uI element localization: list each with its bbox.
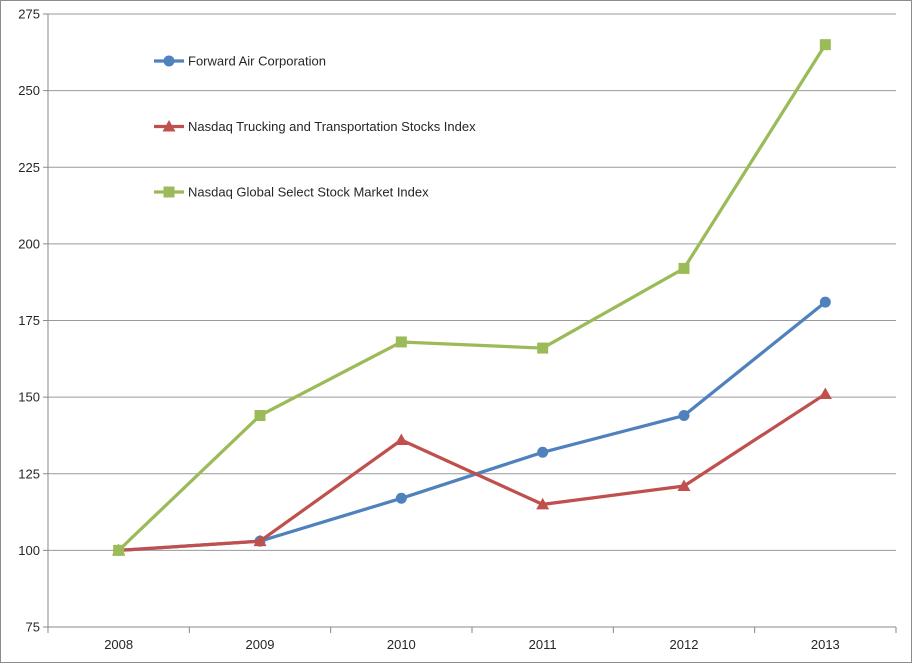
- data-point-nasdaq-global-select-stock-market-index-2010: [395, 336, 407, 348]
- data-point-nasdaq-global-select-stock-market-index-2008: [113, 544, 125, 556]
- data-point-nasdaq-global-select-stock-market-index-2012: [678, 262, 690, 274]
- series-nasdaq-global-select-stock-market-index: [113, 39, 831, 556]
- legend-label: Nasdaq Global Select Stock Market Index: [188, 185, 429, 200]
- series-line-forward-air-corporation: [117, 300, 827, 552]
- data-point-forward-air-corporation-2012: [678, 410, 690, 422]
- data-point-nasdaq-global-select-stock-market-index-2011: [537, 342, 549, 354]
- data-point-forward-air-corporation-2013: [819, 296, 831, 308]
- series-forward-air-corporation: [113, 296, 831, 556]
- series-nasdaq-trucking-and-transportation-stocks-index: [112, 387, 832, 556]
- legend-label: Forward Air Corporation: [188, 54, 326, 69]
- data-point-nasdaq-trucking-and-transportation-stocks-index-2013: [818, 387, 832, 400]
- x-axis-label-2012: 2012: [670, 637, 699, 652]
- legend-marker-triangle: [162, 120, 176, 132]
- data-point-nasdaq-global-select-stock-market-index-2013: [819, 39, 831, 51]
- legend-item-nasdaq-trucking-and-transportation-stocks-index: Nasdaq Trucking and Transportation Stock…: [154, 119, 476, 134]
- data-point-forward-air-corporation-2010: [395, 492, 407, 504]
- data-point-nasdaq-trucking-and-transportation-stocks-index-2009: [253, 534, 267, 547]
- series-line-nasdaq-trucking-and-transportation-stocks-index: [117, 392, 827, 552]
- legend-marker-square: [163, 186, 175, 198]
- data-point-nasdaq-trucking-and-transportation-stocks-index-2012: [677, 479, 691, 492]
- x-axis-label-2010: 2010: [387, 637, 416, 652]
- x-axis-label-2013: 2013: [811, 637, 840, 652]
- data-point-forward-air-corporation-2011: [537, 446, 549, 458]
- y-axis-label-225: 225: [18, 160, 40, 175]
- legend-label: Nasdaq Trucking and Transportation Stock…: [188, 119, 476, 134]
- data-point-nasdaq-global-select-stock-market-index-2009: [254, 410, 266, 422]
- y-axis-label-200: 200: [18, 236, 40, 251]
- y-axis-label-175: 175: [18, 313, 40, 328]
- data-point-nasdaq-trucking-and-transportation-stocks-index-2011: [536, 497, 550, 510]
- y-axis-label-250: 250: [18, 83, 40, 98]
- x-axis-label-2009: 2009: [246, 637, 275, 652]
- x-axis-label-2011: 2011: [529, 637, 557, 652]
- y-axis-label-275: 275: [18, 7, 40, 22]
- x-axis-label-2008: 2008: [104, 637, 133, 652]
- y-axis-label-75: 75: [26, 620, 40, 635]
- y-axis-label-150: 150: [18, 390, 40, 405]
- data-point-nasdaq-trucking-and-transportation-stocks-index-2010: [394, 433, 408, 446]
- legend-item-nasdaq-global-select-stock-market-index: Nasdaq Global Select Stock Market Index: [154, 185, 429, 200]
- legend-item-forward-air-corporation: Forward Air Corporation: [154, 54, 326, 69]
- series-line-nasdaq-global-select-stock-market-index: [117, 43, 827, 552]
- y-axis-label-100: 100: [18, 543, 40, 558]
- legend-marker-circle: [163, 55, 175, 67]
- y-axis-label-125: 125: [18, 466, 40, 481]
